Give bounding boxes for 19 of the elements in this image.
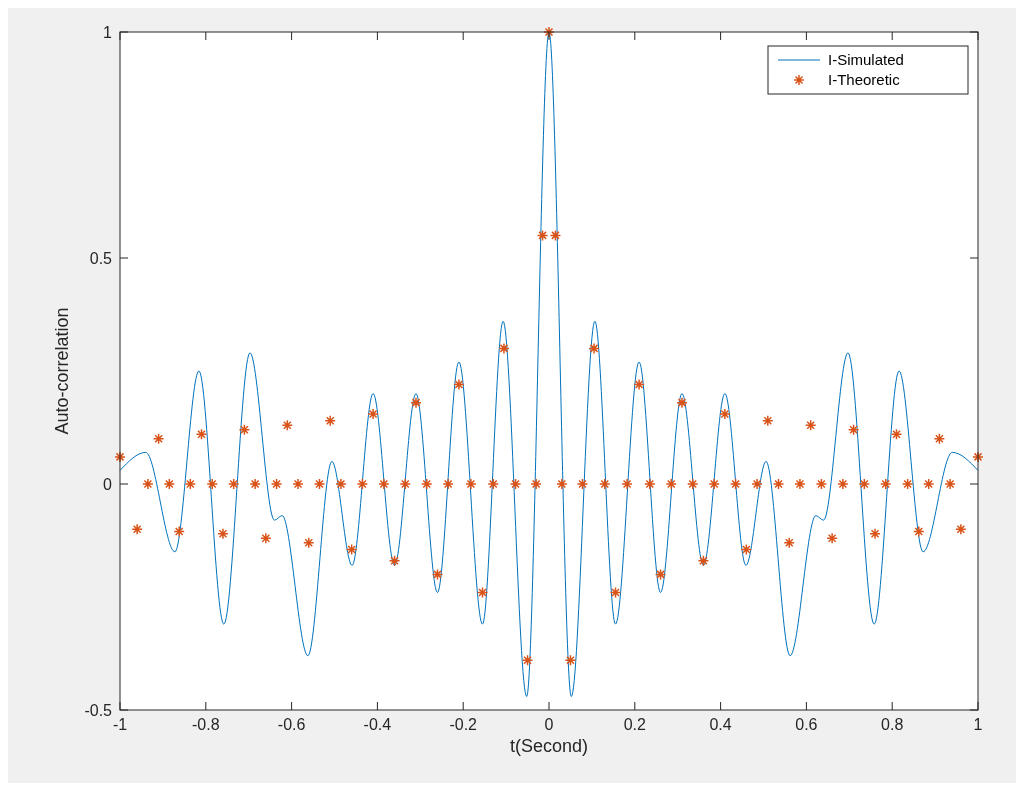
x-tick-label: -1 [112,716,128,733]
y-tick-label: 0.5 [89,249,113,267]
x-tick-label: -0.6 [277,716,306,733]
y-axis-title: Auto-correlation [52,307,72,435]
x-tick-label: 0 [544,716,554,733]
x-tick-label: 0.2 [623,716,647,733]
y-tick-label: -0.5 [84,701,113,719]
y-tick-label: 1 [103,23,113,41]
y-tick-label: 0 [103,475,113,493]
legend-label: I-Simulated [828,51,904,69]
x-tick-label: -0.8 [192,716,220,733]
x-tick-label: -0.2 [449,716,478,733]
legend-label: I-Theoretic [828,71,901,89]
x-tick-label: -0.4 [363,716,392,733]
x-tick-label: 0.6 [795,716,818,733]
x-tick-label: 0.4 [709,716,732,733]
x-tick-label: 0.8 [881,716,904,733]
x-tick-label: 1 [973,716,983,733]
x-axis-title: t(Second) [509,736,589,756]
